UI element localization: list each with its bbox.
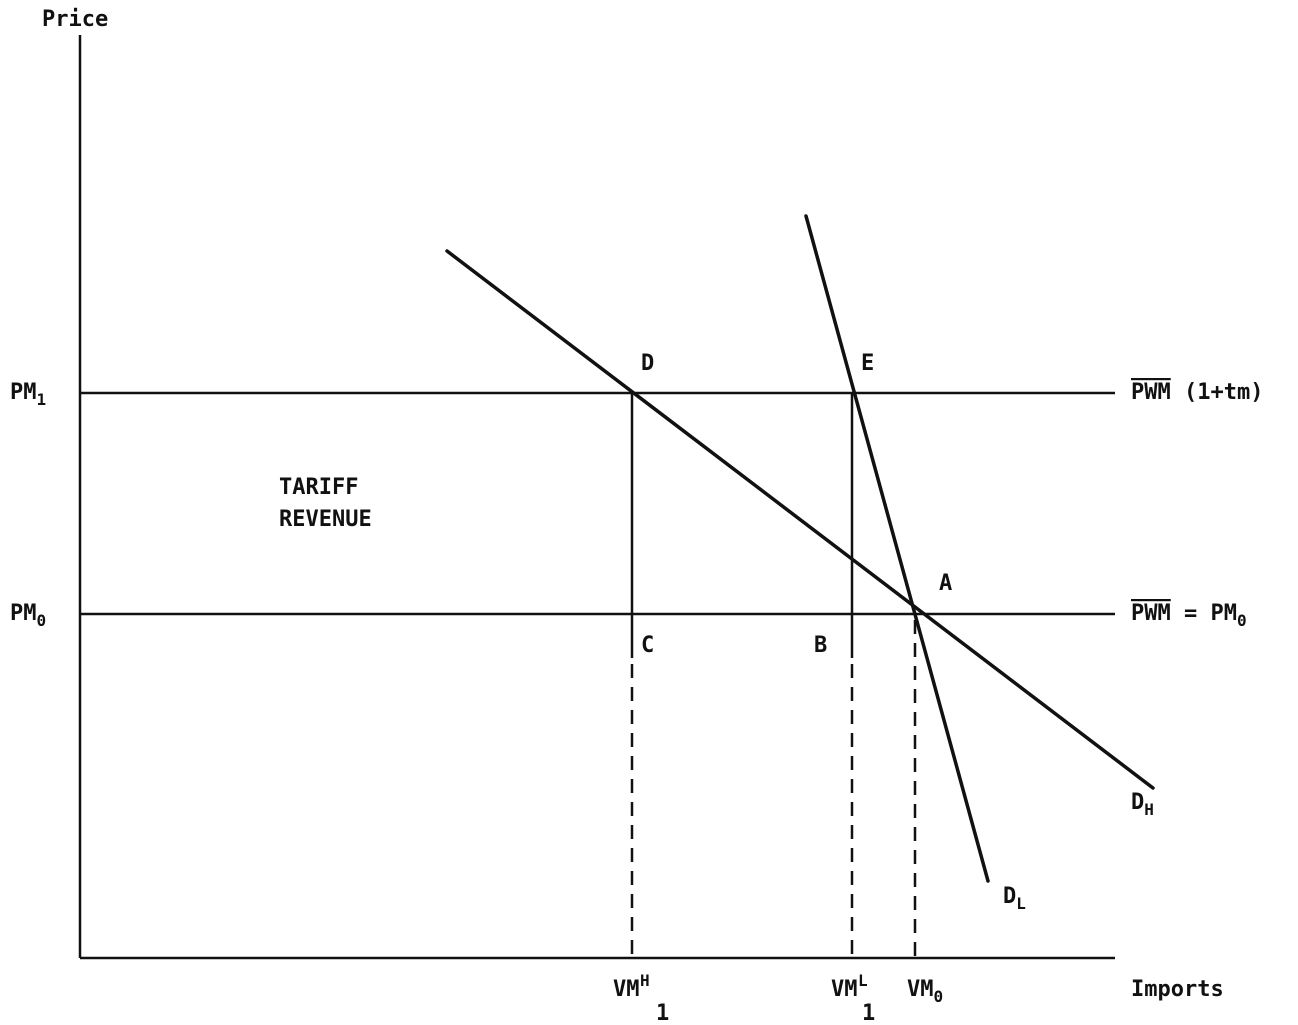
svg-text:1: 1 [656, 1001, 669, 1025]
svg-text:VM: VM [613, 977, 640, 1002]
pm0-label: PM0 [10, 601, 46, 630]
point-a-label: A [939, 571, 952, 596]
tariff-revenue-label-line2: REVENUE [279, 507, 372, 532]
vm0-label: VM0 [907, 977, 943, 1006]
point-d-label: D [641, 351, 654, 376]
dh-label: DH [1131, 790, 1154, 819]
svg-text:L: L [858, 971, 868, 990]
point-e-label: E [861, 351, 874, 376]
dh-demand-curve [445, 249, 1155, 790]
svg-text:VM: VM [831, 977, 858, 1002]
tariff-revenue-label-line1: TARIFF [279, 475, 358, 500]
point-c-label: C [641, 633, 654, 658]
y-axis-label: Price [42, 7, 108, 32]
pwm-world-label: PWM = PM0 [1131, 601, 1247, 630]
pwm-tariff-label: PWM (1+tm) [1131, 380, 1263, 405]
svg-text:1: 1 [862, 1001, 875, 1025]
dl-label: DL [1003, 884, 1026, 913]
pm1-label: PM1 [10, 380, 46, 409]
svg-text:H: H [640, 971, 650, 990]
dl-demand-curve [804, 214, 990, 883]
point-b-label: B [814, 633, 827, 658]
vm1l-label: VM L 1 [831, 971, 875, 1025]
x-axis-label: Imports [1131, 977, 1224, 1002]
vm1h-label: VM H 1 [613, 971, 669, 1025]
